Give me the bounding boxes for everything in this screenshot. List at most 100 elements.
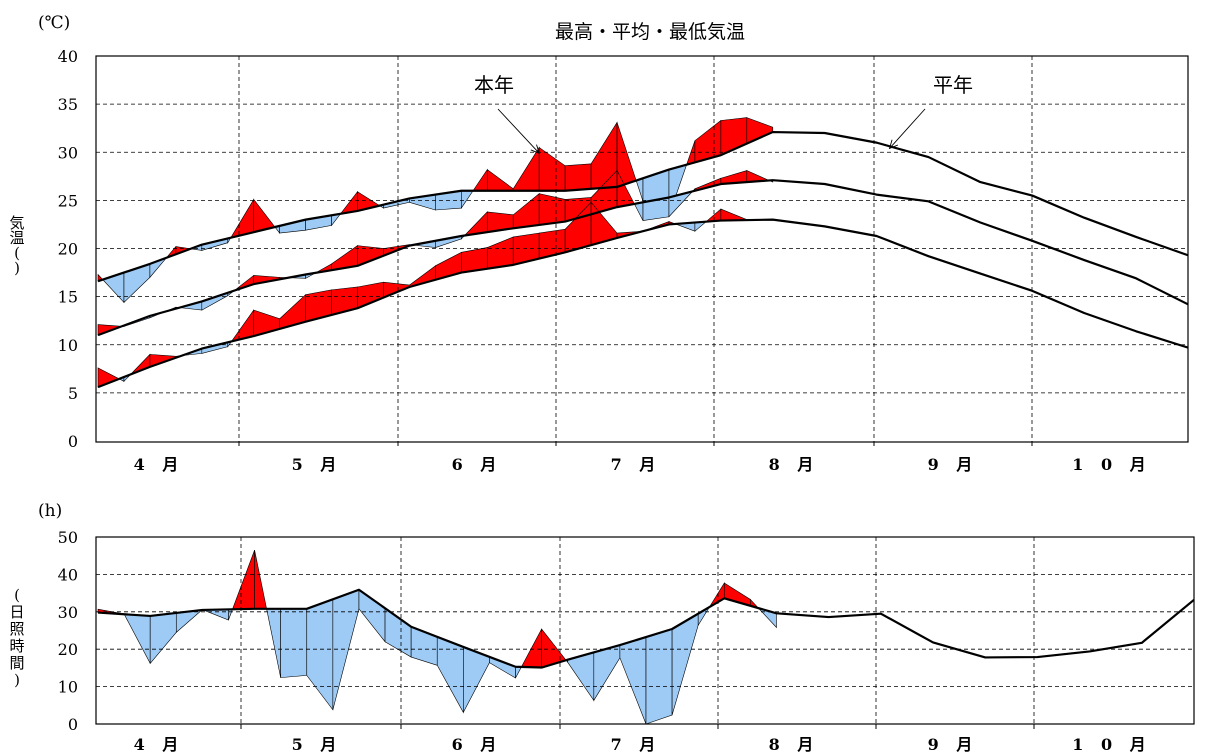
month-label: 8 月: [769, 735, 820, 753]
y-tick-label: 30: [58, 603, 78, 622]
sun-unit-label: (h): [38, 501, 62, 521]
y-label-char: (: [14, 244, 20, 262]
y-tick-label: 40: [58, 47, 78, 66]
y-tick-label: 10: [58, 678, 78, 697]
sun-gridlines: [96, 537, 1194, 729]
above-normal-fill: [486, 168, 514, 192]
below-normal-fill: [619, 636, 647, 725]
below-normal-fill: [266, 608, 281, 678]
below-normal-fill: [645, 628, 673, 725]
below-normal-fill: [461, 190, 474, 210]
y-tick-label: 5: [68, 384, 78, 403]
y-label-char: 時: [9, 637, 24, 655]
above-normal-fill: [97, 367, 120, 388]
temp-series-lines: [97, 130, 1189, 389]
month-label: 9 月: [928, 455, 979, 474]
y-label-char: ): [14, 259, 20, 277]
above-normal-fill: [564, 163, 592, 192]
month-label: 4 月: [134, 455, 185, 474]
above-normal-fill: [520, 628, 542, 668]
above-normal-fill: [746, 117, 774, 145]
month-label: 6 月: [452, 735, 503, 753]
sun-month-labels: 4 月 5 月 6 月 7 月 8 月 9 月 1 0 月: [134, 735, 1151, 753]
y-tick-label: 30: [58, 143, 78, 162]
below-normal-fill: [489, 656, 516, 679]
below-normal-fill: [593, 644, 621, 702]
y-label-char: 照: [9, 620, 24, 638]
temp-gridlines: [96, 56, 1188, 446]
month-label: 7 月: [611, 735, 662, 753]
temp-plot-frame: [95, 55, 1189, 443]
y-tick-label: 0: [68, 715, 78, 734]
annotation-label: 本年: [474, 73, 514, 97]
y-tick-label: 20: [58, 240, 78, 259]
sun-y-tick-labels: 0 10 20 30 40 50: [58, 528, 78, 734]
y-tick-label: 35: [58, 95, 78, 114]
min_normal-line: [97, 218, 1189, 389]
annotation-leader: [497, 108, 540, 154]
annotation-arrowhead: [888, 139, 899, 150]
below-normal-fill: [358, 589, 386, 643]
annotation-label: 平年: [933, 73, 973, 97]
mean_normal-line: [97, 179, 1189, 337]
temp-y-axis-label: 気温(): [9, 214, 24, 277]
month-label: 5 月: [292, 735, 343, 753]
below-normal-fill: [332, 589, 360, 710]
temp-unit-label: (℃): [38, 13, 70, 33]
y-tick-label: 40: [58, 565, 78, 584]
y-tick-label: 0: [68, 432, 78, 451]
below-normal-fill: [436, 636, 464, 714]
below-normal-fill: [463, 646, 490, 713]
month-label: 7 月: [611, 455, 662, 474]
month-label: 1 0 月: [1072, 455, 1151, 474]
temp-annotations: 本年 平年: [474, 73, 973, 154]
sun_normal-line: [97, 588, 1195, 669]
temp-month-labels: 4 月 5 月 6 月 7 月 8 月 9 月 1 0 月: [134, 455, 1151, 474]
below-normal-fill: [123, 613, 151, 664]
below-normal-fill: [306, 598, 334, 711]
y-tick-label: 10: [58, 336, 78, 355]
month-label: 5 月: [292, 455, 343, 474]
temp-chart-title: 最高・平均・最低気温: [555, 21, 745, 43]
below-normal-fill: [228, 608, 233, 621]
y-label-char: 日: [9, 603, 24, 621]
below-normal-fill: [280, 608, 308, 678]
below-normal-fill: [203, 609, 229, 621]
month-label: 6 月: [452, 455, 503, 474]
above-normal-fill: [686, 140, 696, 166]
month-label: 1 0 月: [1072, 735, 1151, 753]
above-normal-fill: [357, 281, 384, 309]
y-tick-label: 50: [58, 528, 78, 547]
below-normal-fill: [149, 612, 177, 665]
annotation-leader: [889, 108, 926, 149]
below-normal-fill: [635, 177, 644, 202]
max_normal-line: [97, 130, 1189, 283]
below-normal-fill: [633, 201, 644, 221]
below-normal-fill: [384, 607, 412, 658]
y-label-char: 温: [9, 229, 24, 247]
month-label: 4 月: [134, 735, 185, 753]
above-normal-fill: [720, 208, 748, 221]
temperature-chart: (℃) 最高・平均・最低気温 0 5 10 15 20 25 30 35 40 4 月 5 月 6 …: [9, 13, 1189, 474]
sun-series-lines: [97, 588, 1195, 669]
above-normal-fill: [232, 549, 255, 610]
y-label-char: ): [14, 671, 20, 689]
temp-difference-fills: [97, 117, 774, 388]
above-normal-fill: [254, 550, 267, 610]
above-normal-fill: [512, 193, 540, 229]
y-label-char: 気: [9, 214, 24, 232]
below-normal-fill: [201, 292, 229, 311]
y-label-char: (: [14, 586, 20, 604]
above-normal-fill: [512, 146, 540, 192]
above-normal-fill: [472, 168, 488, 192]
y-tick-label: 15: [58, 288, 78, 307]
month-label: 9 月: [928, 735, 979, 753]
annotation-arrowhead: [530, 144, 540, 154]
above-normal-fill: [486, 236, 514, 270]
month-label: 8 月: [769, 455, 820, 474]
temp-y-tick-labels: 0 5 10 15 20 25 30 35 40: [58, 47, 78, 451]
above-normal-fill: [538, 193, 566, 226]
